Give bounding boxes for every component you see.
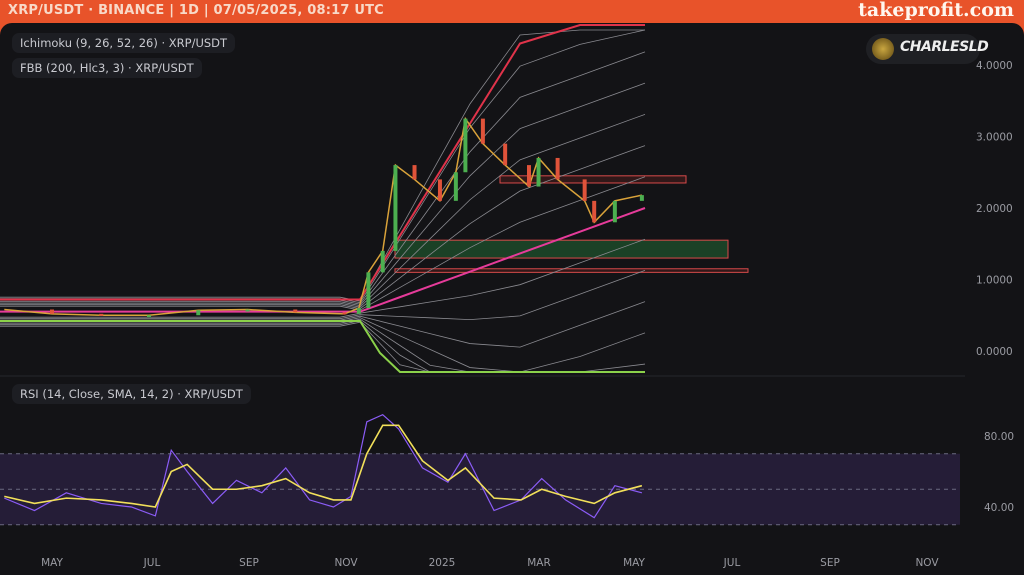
candle (342, 312, 347, 315)
basis-line (0, 207, 646, 313)
candle (555, 157, 560, 180)
candle (480, 118, 485, 144)
time-axis-label: NOV (334, 557, 358, 569)
candle (393, 165, 398, 251)
rsi-legend[interactable]: RSI (14, Close, SMA, 14, 2) · XRP/USDT (12, 384, 251, 404)
candle (146, 315, 151, 318)
time-axis-label: SEP (820, 557, 840, 569)
author-badge: CHARLESLD (866, 34, 989, 64)
rsi-axis-label: 80.00 (984, 431, 1014, 443)
rsi-axis-label: 40.00 (984, 502, 1014, 514)
rsi-line (4, 413, 643, 519)
avatar (872, 38, 894, 60)
lower-band-line (0, 319, 645, 373)
candle (366, 272, 371, 309)
author-name: CHARLESLD (900, 39, 989, 55)
ichimoku-legend[interactable]: Ichimoku (9, 26, 52, 26) · XRP/USDT (12, 33, 236, 53)
candle (582, 179, 587, 201)
fbb-upper-band (0, 176, 646, 311)
candle (437, 179, 442, 201)
time-axis-label: MAR (527, 557, 551, 569)
price-axis-label: 4.0000 (976, 60, 1013, 72)
header-bar: XRP/USDT · BINANCE | 1D | 07/05/2025, 08… (0, 0, 1024, 23)
price-axis-label: 3.0000 (976, 132, 1013, 144)
time-axis-label: JUL (143, 557, 161, 569)
time-axis-label: MAY (41, 557, 63, 569)
candle (99, 313, 104, 316)
time-axis-label: 2025 (429, 557, 456, 569)
fbb-upper-band (0, 145, 646, 310)
upper-band-line (0, 24, 645, 301)
price-axis-label: 1.0000 (976, 275, 1013, 287)
candle (196, 310, 201, 316)
candle (50, 309, 54, 314)
candle (412, 165, 417, 180)
fbb-lower-band (0, 317, 646, 373)
time-axis-label: NOV (915, 557, 939, 569)
price-axis-label: 2.0000 (976, 203, 1013, 215)
brand-logo: takeprofit.com (858, 0, 1014, 21)
candle (592, 200, 597, 223)
candle (612, 200, 617, 223)
chart-panel[interactable]: 4.0000 3.0000 2.0000 1.0000 0.0000 80.00 40.00… (0, 23, 1024, 575)
candle (356, 308, 361, 314)
fbb-lower-band (0, 318, 646, 373)
fbb-upper-band (0, 29, 646, 304)
candle (380, 250, 385, 273)
fbb-upper-band (0, 113, 646, 308)
fbb-legend[interactable]: FBB (200, Hlc3, 3) · XRP/USDT (12, 58, 202, 78)
price-axis-label: 0.0000 (976, 346, 1013, 358)
zone-box (394, 268, 749, 273)
candle (527, 165, 531, 187)
candle (639, 195, 644, 201)
time-axis-label: MAY (623, 557, 645, 569)
fbb-lower-band (0, 238, 646, 318)
chart-title: XRP/USDT · BINANCE | 1D | 07/05/2025, 08… (8, 3, 384, 18)
candle (293, 309, 298, 313)
time-axis-label: JUL (723, 557, 741, 569)
chart-svg[interactable]: 4.0000 3.0000 2.0000 1.0000 0.0000 80.00 40.00… (0, 23, 1024, 575)
fbb-upper-band (0, 82, 646, 307)
candle (453, 172, 458, 201)
zone-box (499, 175, 687, 184)
fbb-upper-band (0, 51, 646, 305)
rsi-ma-line (4, 424, 643, 508)
fbb-lower-band (0, 301, 646, 348)
candle (463, 118, 468, 173)
fbb-lower-band (0, 270, 646, 321)
time-axis-label: SEP (239, 557, 259, 569)
candle (536, 157, 541, 187)
candle (503, 143, 508, 166)
candle (245, 309, 250, 312)
price-line (4, 116, 643, 316)
